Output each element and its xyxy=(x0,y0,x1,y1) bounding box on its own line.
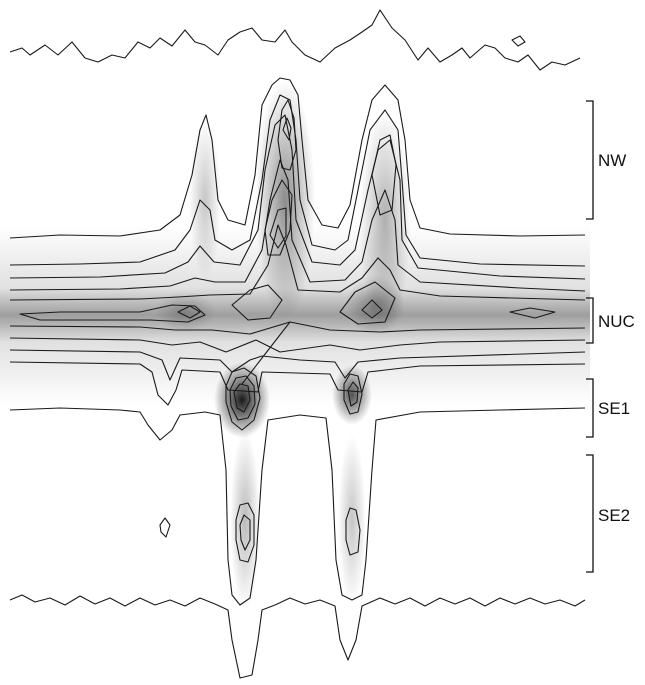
region-label-se1: SE1 xyxy=(598,399,630,418)
contour-lines xyxy=(9,9,586,679)
region-bracket-se2: SE2 xyxy=(586,454,630,573)
region-brackets: NW NUC SE1 SE2 xyxy=(586,100,635,573)
region-label-se2: SE2 xyxy=(598,506,630,525)
region-bracket-nuc: NUC xyxy=(586,297,635,344)
region-bracket-nw: NW xyxy=(586,100,626,220)
density-shading xyxy=(0,80,590,610)
region-label-nuc: NUC xyxy=(598,312,635,331)
region-label-nw: NW xyxy=(598,151,626,170)
region-bracket-se1: SE1 xyxy=(586,378,630,438)
